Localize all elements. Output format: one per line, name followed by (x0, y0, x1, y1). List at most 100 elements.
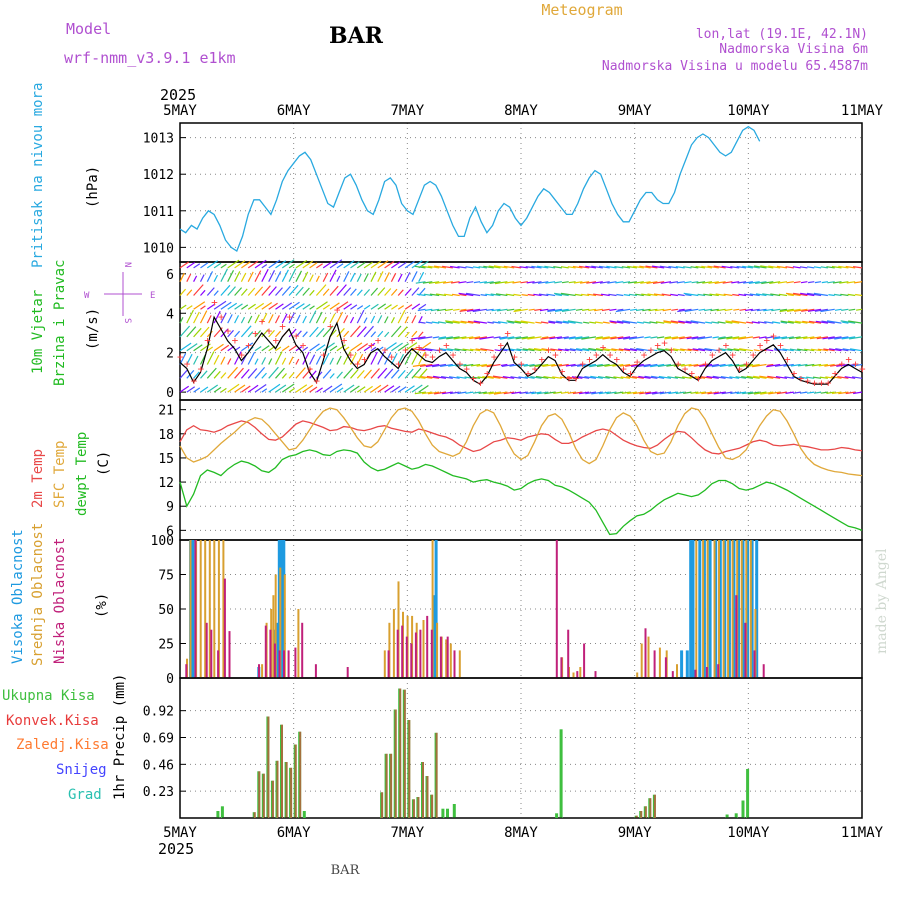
wind-arrow (590, 375, 603, 379)
wind-arrow (818, 363, 828, 367)
gust-marker: + (286, 310, 293, 323)
wind-arrow (733, 348, 747, 352)
wind-arrow (241, 304, 249, 310)
wind-arrow (803, 336, 815, 340)
pressure-panel: 1010 1011 1012 1013 (143, 122, 863, 263)
wind-arrow (675, 391, 685, 395)
wind-arrow (254, 314, 260, 324)
wind-arrow (678, 320, 692, 324)
wind-arrow (615, 281, 624, 284)
wind-arrow (384, 304, 392, 310)
wind-arrow (193, 284, 204, 296)
ytick-label: 50 (158, 603, 174, 618)
wind-arrow (600, 293, 610, 297)
gust-marker: + (259, 315, 266, 328)
wind-arrow (356, 273, 362, 282)
gust-marker: + (682, 363, 689, 376)
wind-arrow (254, 330, 262, 338)
wind-arrow (436, 293, 447, 297)
wind-arrow (683, 266, 692, 269)
cloud-bar (723, 540, 727, 678)
gust-marker: + (443, 339, 450, 352)
wind-arrow (370, 346, 377, 352)
wind-arrow (712, 336, 719, 339)
gust-marker: + (484, 367, 491, 380)
wind-arrow (414, 391, 426, 395)
wind-arrow (336, 387, 344, 393)
wind-arrow (690, 266, 699, 269)
wind-arrow (247, 368, 258, 379)
cloud-bar (228, 631, 231, 678)
wind-arrow (487, 321, 494, 324)
wind-arrow (787, 320, 801, 324)
wind-arrow (840, 320, 856, 324)
cloud-bar (691, 540, 695, 678)
wind-arrow (739, 348, 753, 352)
wind-arrow (762, 293, 774, 297)
wind-arrow (336, 355, 342, 365)
gust-marker: + (675, 358, 682, 371)
gust-marker: + (388, 351, 395, 364)
wind-arrow (567, 320, 583, 324)
wind-arrow (519, 391, 528, 394)
bottom-year-label: 2025 (158, 840, 194, 858)
wind-arrow (708, 281, 719, 284)
wind-arrow (384, 272, 390, 282)
wind-arrow (329, 357, 334, 365)
wind-arrow (770, 293, 781, 297)
wind-arrow (594, 336, 610, 340)
wind-arrow (302, 351, 310, 365)
wind-arrow (418, 385, 429, 393)
cloud-bar (301, 622, 304, 678)
wind-arrow (727, 348, 740, 352)
wind-arrow (288, 328, 297, 338)
wind-arrow (453, 336, 467, 340)
precip-bar (426, 776, 429, 818)
wind-arrow (227, 366, 238, 379)
wind-arrow (793, 292, 808, 297)
wind-arrow (591, 391, 603, 395)
ytick-label: 1011 (143, 205, 174, 220)
wind-arrow (555, 308, 569, 312)
wind-arrow (281, 345, 290, 352)
wind-arrow (719, 363, 733, 367)
wind-arrow (720, 376, 733, 379)
wind-arrow (716, 308, 726, 312)
wind-arrow (808, 320, 822, 324)
wind-arrow (288, 301, 300, 310)
wind-arrow (847, 293, 856, 297)
wind-arrow (656, 348, 672, 352)
cloud-bar (314, 664, 317, 678)
wind-arrow (546, 293, 556, 297)
wind-arrow (751, 321, 760, 324)
wind-arrow (746, 375, 760, 379)
wind-arrow (336, 327, 345, 338)
wind-arrow (789, 348, 801, 352)
wind-arrow (725, 321, 733, 324)
wind-arrow (531, 391, 542, 395)
wind-arrow (641, 293, 651, 297)
gust-marker: + (579, 358, 586, 371)
wind-arrow (808, 281, 815, 284)
wind-arrow (254, 358, 259, 365)
wind-arrow (281, 373, 287, 379)
wind-arrow (459, 293, 467, 297)
gust-marker: + (607, 348, 614, 361)
pressure-line (179, 125, 761, 252)
wind-arrow (213, 310, 221, 324)
cloud-bar (419, 629, 422, 678)
mid-cloud-ylabel: Srednja Oblacnost (30, 523, 46, 666)
wind-arrow (761, 281, 774, 285)
wind-arrow (670, 293, 678, 297)
ytick-label: 0 (166, 672, 174, 687)
wind-arrow (660, 281, 672, 284)
wind-arrow (763, 308, 774, 312)
wind-arrow (465, 391, 474, 394)
wind-arrow (514, 320, 528, 324)
wind-arrow (839, 281, 849, 284)
wind-arrow (206, 260, 219, 269)
wind-arrow (411, 384, 423, 393)
wind-arrow (377, 351, 385, 365)
wind-arrow (550, 348, 562, 352)
wind-arrow (417, 336, 433, 340)
